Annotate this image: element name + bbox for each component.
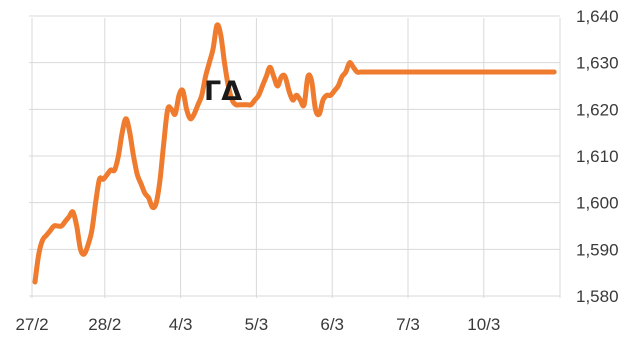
y-tick-label: 1,620: [576, 100, 619, 119]
y-tick-label: 1,610: [576, 147, 619, 166]
y-tick-label: 1,590: [576, 240, 619, 259]
y-axis-ticks: 1,580 1,590 1,600 1,610 1,620 1,630 1,640: [576, 7, 619, 306]
y-tick-label: 1,600: [576, 194, 619, 213]
x-tick-label: 27/2: [15, 315, 48, 334]
x-axis-ticks: 27/2 28/2 4/3 5/3 6/3 7/3 10/3: [15, 315, 500, 334]
x-tick-label: 7/3: [396, 315, 420, 334]
x-tick-label: 6/3: [320, 315, 344, 334]
y-tick-label: 1,640: [576, 7, 619, 26]
y-tick-label: 1,630: [576, 54, 619, 73]
x-tick-label: 10/3: [467, 315, 500, 334]
series-line: [32, 22, 557, 285]
gridlines: [29, 15, 561, 298]
x-tick-label: 28/2: [88, 315, 121, 334]
y-tick-label: 1,580: [576, 287, 619, 306]
chart-title: ΓΔ: [204, 76, 242, 107]
x-tick-label: 5/3: [245, 315, 269, 334]
x-tick-label: 4/3: [169, 315, 193, 334]
